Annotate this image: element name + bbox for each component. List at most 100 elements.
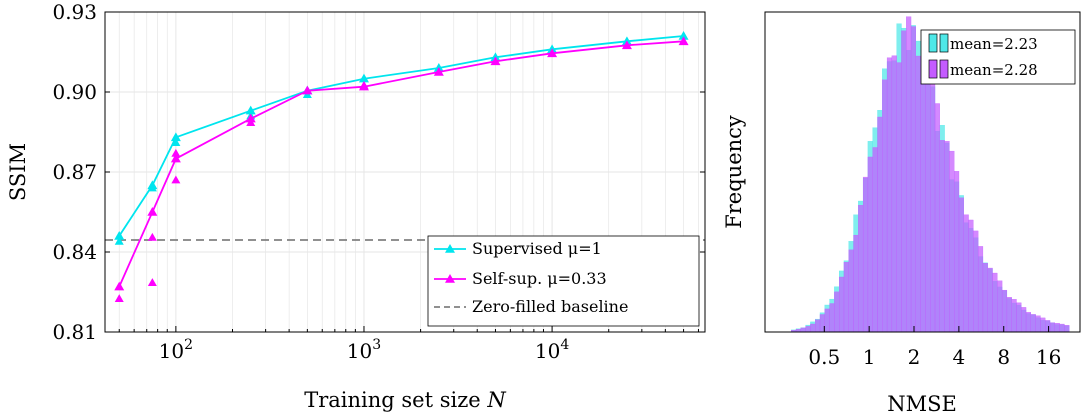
histogram-bar-1 — [1021, 307, 1027, 333]
series-line-0 — [118, 35, 684, 237]
legend-label-1: Self-sup. μ=0.33 — [472, 269, 607, 288]
hist-x-tick-label: 16 — [1036, 345, 1061, 369]
histogram-bar-1 — [858, 205, 864, 333]
histogram-bar-1 — [963, 214, 969, 333]
histogram-bar-1 — [805, 326, 811, 333]
histogram-bar-1 — [915, 55, 921, 333]
series-point-1 — [114, 281, 125, 291]
series-point-extra-1 — [147, 232, 157, 241]
histogram-bar-1 — [925, 60, 931, 333]
histogram-bar-1 — [1035, 315, 1041, 333]
series-point-0 — [170, 132, 181, 142]
x-tick-label: 103 — [347, 337, 381, 363]
legend-label-0: mean=2.23 — [950, 35, 1038, 53]
histogram-bar-1 — [977, 246, 984, 333]
series-point-0 — [245, 105, 256, 115]
histogram-bar-1 — [906, 16, 912, 333]
right-ticks: 0.5 1 2 4 8 16 — [808, 326, 1061, 369]
histogram-bar-1 — [901, 30, 907, 333]
histogram-bar-1 — [896, 62, 902, 333]
legend-swatch-1 — [928, 59, 938, 79]
histogram-bar-1 — [1045, 320, 1051, 333]
x-tick-label: 102 — [159, 337, 193, 363]
series-point-0 — [114, 231, 125, 240]
y-tick-label: 0.93 — [52, 0, 97, 24]
series-point-1 — [147, 207, 158, 216]
histogram-bar-1 — [954, 171, 960, 333]
right-y-axis-label: Frequency — [722, 115, 746, 229]
histogram-bar-1 — [1001, 289, 1008, 333]
histogram-bar-1 — [992, 272, 998, 333]
left-legend: Supervised μ=1 Self-sup. μ=0.33 Zero-fille… — [427, 235, 700, 327]
left-legend-box — [427, 235, 700, 327]
right-plot-frame — [764, 11, 1081, 333]
histogram-bar-1 — [1016, 302, 1022, 333]
histogram-bar-1 — [1030, 314, 1036, 333]
right-x-axis-label: NMSE — [887, 392, 957, 415]
histogram-bar-1 — [1049, 322, 1055, 333]
histogram-bar-1 — [968, 219, 974, 333]
histogram-bar-1 — [829, 303, 835, 333]
left-ticks: 0.81 0.84 0.87 0.90 0.93 102 103 104 — [52, 0, 705, 363]
series-point-1 — [547, 48, 558, 58]
histogram-bar-1 — [843, 262, 849, 333]
histogram-bar-1 — [800, 327, 806, 333]
legend-label-2: Zero-filled baseline — [472, 297, 628, 316]
series-point-1 — [490, 56, 501, 66]
histogram-bar-1 — [872, 147, 878, 333]
histogram-bar-1 — [824, 308, 830, 333]
histogram-bar-1 — [853, 234, 859, 333]
series-point-0 — [678, 31, 689, 40]
histogram-bar-1 — [1011, 299, 1017, 333]
y-tick-label: 0.87 — [52, 160, 97, 184]
y-tick-label: 0.90 — [52, 80, 97, 104]
histogram-bar-1 — [997, 280, 1003, 333]
legend-label-0: Supervised μ=1 — [472, 239, 602, 258]
histogram-bar-1 — [815, 319, 821, 333]
left-x-axis-label: Training set size N — [304, 388, 506, 412]
histogram-bar-1 — [1040, 317, 1046, 333]
histogram-bar-1 — [834, 291, 840, 333]
hist-x-tick-label: 1 — [863, 345, 876, 369]
series-point-1 — [302, 85, 313, 95]
hist-x-tick-label: 4 — [953, 345, 966, 369]
histogram-bar-1 — [862, 176, 869, 333]
histogram-bar-1 — [987, 267, 993, 333]
histogram-bar-1 — [958, 197, 964, 333]
histogram-bar-1 — [882, 79, 888, 333]
histogram-bar-1 — [1059, 323, 1065, 333]
series-point-1 — [621, 40, 632, 50]
histogram-bar-1 — [949, 150, 955, 333]
series-point-1 — [433, 67, 444, 76]
series-point-extra-0 — [114, 236, 124, 245]
histogram-bar-1 — [982, 263, 988, 333]
histogram-bar-1 — [891, 55, 897, 333]
right-legend: mean=2.23 mean=2.28 — [920, 29, 1076, 85]
legend-marker-0 — [445, 244, 455, 253]
histogram-bar-1 — [930, 73, 936, 333]
histogram-bar-1 — [944, 141, 950, 333]
histogram-bar-1 — [973, 230, 979, 333]
series-point-1 — [245, 113, 256, 123]
x-tick-label: 104 — [535, 337, 569, 363]
left-y-axis-label: SSIM — [6, 143, 30, 201]
series-point-extra-1 — [359, 80, 369, 89]
series-point-1 — [170, 153, 181, 163]
histogram-bar-1 — [848, 249, 854, 333]
series-point-extra-1 — [114, 294, 124, 303]
series-point-1 — [678, 36, 689, 46]
series-point-extra-1 — [147, 278, 157, 287]
histogram-bar-1 — [1054, 323, 1060, 333]
histogram-bar-1 — [920, 64, 926, 333]
y-tick-label: 0.81 — [52, 320, 97, 344]
series-point-extra-0 — [171, 138, 181, 147]
histogram-bar-1 — [1025, 312, 1032, 333]
ssim-plot: 0.81 0.84 0.87 0.90 0.93 102 103 104 Training s… — [6, 0, 706, 412]
series-point-extra-0 — [147, 183, 157, 192]
histogram-bar-1 — [886, 57, 893, 333]
series-point-extra-1 — [246, 118, 256, 127]
left-series-group — [114, 31, 689, 303]
hist-x-tick-label: 8 — [997, 345, 1010, 369]
histogram-bar-1 — [867, 156, 873, 333]
